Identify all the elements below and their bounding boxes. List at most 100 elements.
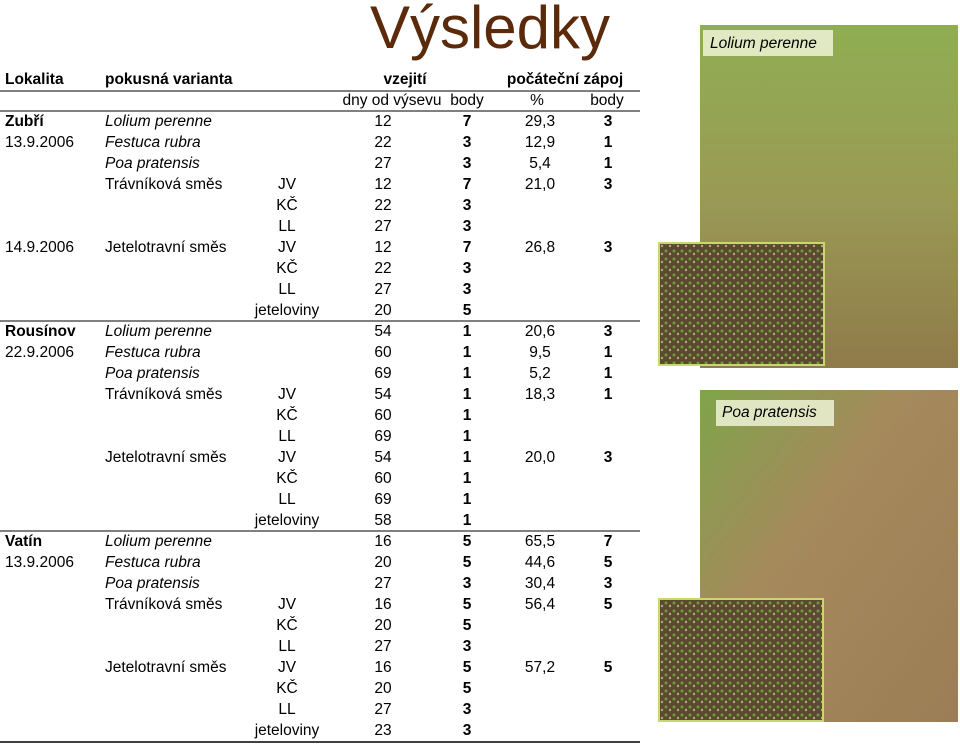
cell-pct: 56,4: [525, 596, 556, 613]
cell-days: 54: [374, 323, 392, 340]
header: %: [530, 92, 544, 109]
cell-site: Rousínov: [5, 323, 76, 340]
cell-body: 1: [463, 449, 472, 466]
cell-body: 3: [463, 638, 472, 655]
cell-days: 22: [374, 260, 391, 277]
cell-days: 20: [374, 680, 392, 697]
cell-body: 5: [463, 617, 472, 634]
cell-sub: KČ: [276, 680, 298, 697]
header: pokusná varianta: [105, 71, 233, 88]
cell-pct: 9,5: [529, 344, 551, 361]
cell-pbody: 5: [604, 659, 613, 676]
cell-body: 1: [463, 323, 472, 340]
cell-pct: 57,2: [525, 659, 555, 676]
cell-days: 69: [374, 428, 391, 445]
header: Lokalita: [5, 71, 64, 88]
header: body: [450, 92, 484, 109]
cell-sub: LL: [278, 218, 296, 235]
cell-body: 1: [463, 344, 472, 361]
cell-days: 20: [374, 617, 392, 634]
cell-sub: JV: [278, 176, 297, 193]
cell-pct: 18,3: [525, 386, 555, 403]
cell-pct: 20,0: [525, 449, 556, 466]
cell-pbody: 1: [604, 344, 613, 361]
photo-label: Lolium perenne: [710, 35, 817, 52]
cell-days: 16: [374, 533, 391, 550]
cell-sub: JV: [278, 239, 297, 256]
cell-pct: 12,9: [525, 134, 555, 151]
cell-variant: Jetelotravní směs: [105, 239, 227, 256]
cell-variant: Lolium perenne: [105, 113, 212, 130]
cell-days: 27: [374, 638, 391, 655]
cell-body: 5: [463, 596, 472, 613]
cell-pbody: 1: [604, 155, 613, 172]
header: vzejití: [383, 71, 427, 88]
cell-pbody: 3: [604, 239, 613, 256]
cell-sub: jeteloviny: [254, 302, 320, 319]
cell-date: 14.9.2006: [5, 239, 74, 256]
cell-body: 1: [463, 407, 472, 424]
cell-pct: 26,8: [525, 239, 555, 256]
title: Výsledky: [370, 0, 610, 61]
cell-pct: 65,5: [525, 533, 555, 550]
cell-pbody: 7: [604, 533, 613, 550]
cell-body: 5: [463, 554, 472, 571]
cell-variant: Poa pratensis: [105, 365, 200, 382]
cell-body: 3: [463, 197, 472, 214]
cell-sub: KČ: [276, 617, 298, 634]
cell-days: 60: [374, 470, 392, 487]
cell-body: 1: [463, 428, 472, 445]
cell-pct: 5,4: [529, 155, 551, 172]
cell-variant: Trávníková směs: [105, 596, 223, 613]
cell-days: 20: [374, 302, 392, 319]
cell-variant: Jetelotravní směs: [105, 449, 227, 466]
header: počáteční zápoj: [507, 71, 623, 88]
cell-sub: jeteloviny: [254, 722, 320, 739]
label-box: [703, 30, 833, 56]
cell-days: 27: [374, 218, 391, 235]
cell-days: 60: [374, 344, 392, 361]
cell-body: 1: [463, 491, 472, 508]
cell-variant: Lolium perenne: [105, 323, 212, 340]
header: dny od výsevu: [342, 92, 441, 109]
cell-pct: 29,3: [525, 113, 555, 130]
cell-body: 3: [463, 155, 472, 172]
cell-body: 5: [463, 302, 472, 319]
cell-sub: JV: [278, 659, 297, 676]
cell-sub: LL: [278, 701, 296, 718]
cell-sub: KČ: [276, 260, 298, 277]
photo-inset: [658, 598, 824, 722]
cell-body: 7: [463, 176, 472, 193]
cell-site: Vatín: [5, 533, 42, 550]
cell-pbody: 5: [604, 596, 613, 613]
cell-days: 54: [374, 449, 392, 466]
cell-body: 7: [463, 239, 472, 256]
cell-days: 60: [374, 407, 392, 424]
cell-days: 22: [374, 197, 391, 214]
cell-variant: Trávníková směs: [105, 386, 223, 403]
cell-pbody: 3: [604, 575, 613, 592]
cell-variant: Festuca rubra: [105, 554, 201, 571]
cell-variant: Poa pratensis: [105, 155, 200, 172]
cell-body: 5: [463, 659, 472, 676]
cell-pct: 5,2: [529, 365, 551, 382]
cell-body: 3: [463, 134, 472, 151]
cell-days: 16: [374, 596, 391, 613]
cell-sub: jeteloviny: [254, 512, 320, 529]
cell-sub: JV: [278, 596, 297, 613]
cell-sub: KČ: [276, 470, 298, 487]
cell-sub: KČ: [276, 197, 298, 214]
cell-pbody: 1: [604, 386, 613, 403]
cell-site: Zubří: [5, 113, 44, 130]
cell-sub: JV: [278, 449, 297, 466]
cell-pbody: 1: [604, 134, 613, 151]
cell-days: 12: [374, 176, 391, 193]
cell-body: 3: [463, 260, 472, 277]
cell-pct: 21,0: [525, 176, 556, 193]
cell-pct: 44,6: [525, 554, 555, 571]
cell-days: 20: [374, 554, 392, 571]
cell-sub: LL: [278, 491, 296, 508]
cell-days: 27: [374, 701, 391, 718]
cell-body: 1: [463, 470, 472, 487]
